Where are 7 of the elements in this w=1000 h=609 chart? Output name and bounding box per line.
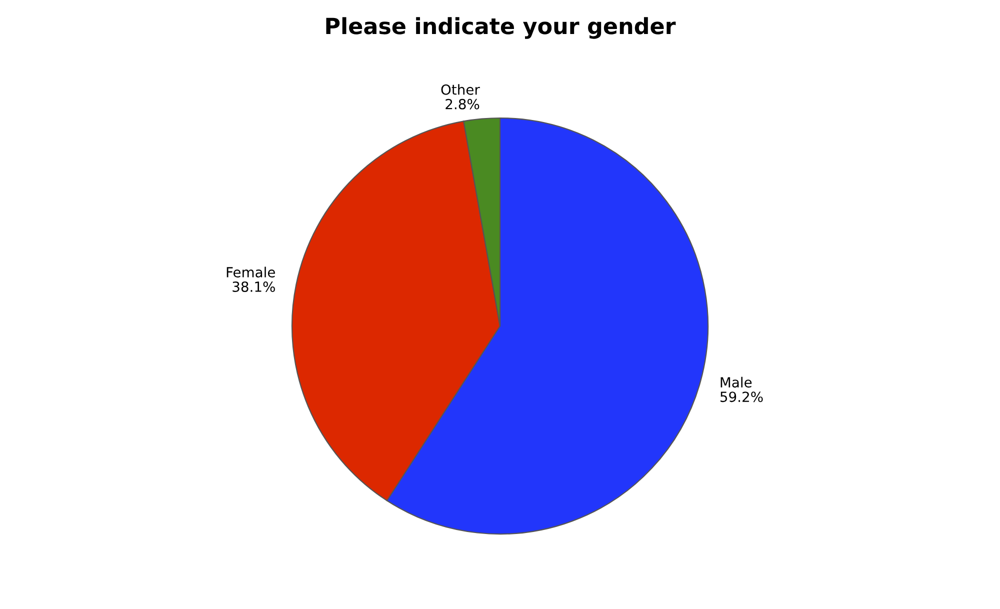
- data-label: 38.1%: [232, 281, 275, 292]
- slice-label: Other: [441, 84, 480, 95]
- data-label: 59.2%: [720, 392, 763, 402]
- slice-label: Female: [226, 266, 275, 278]
- slice-label: Male: [720, 376, 752, 388]
- data-label: 2.8%: [446, 98, 480, 110]
- chart-title: Please indicate your gender: [326, 17, 676, 39]
